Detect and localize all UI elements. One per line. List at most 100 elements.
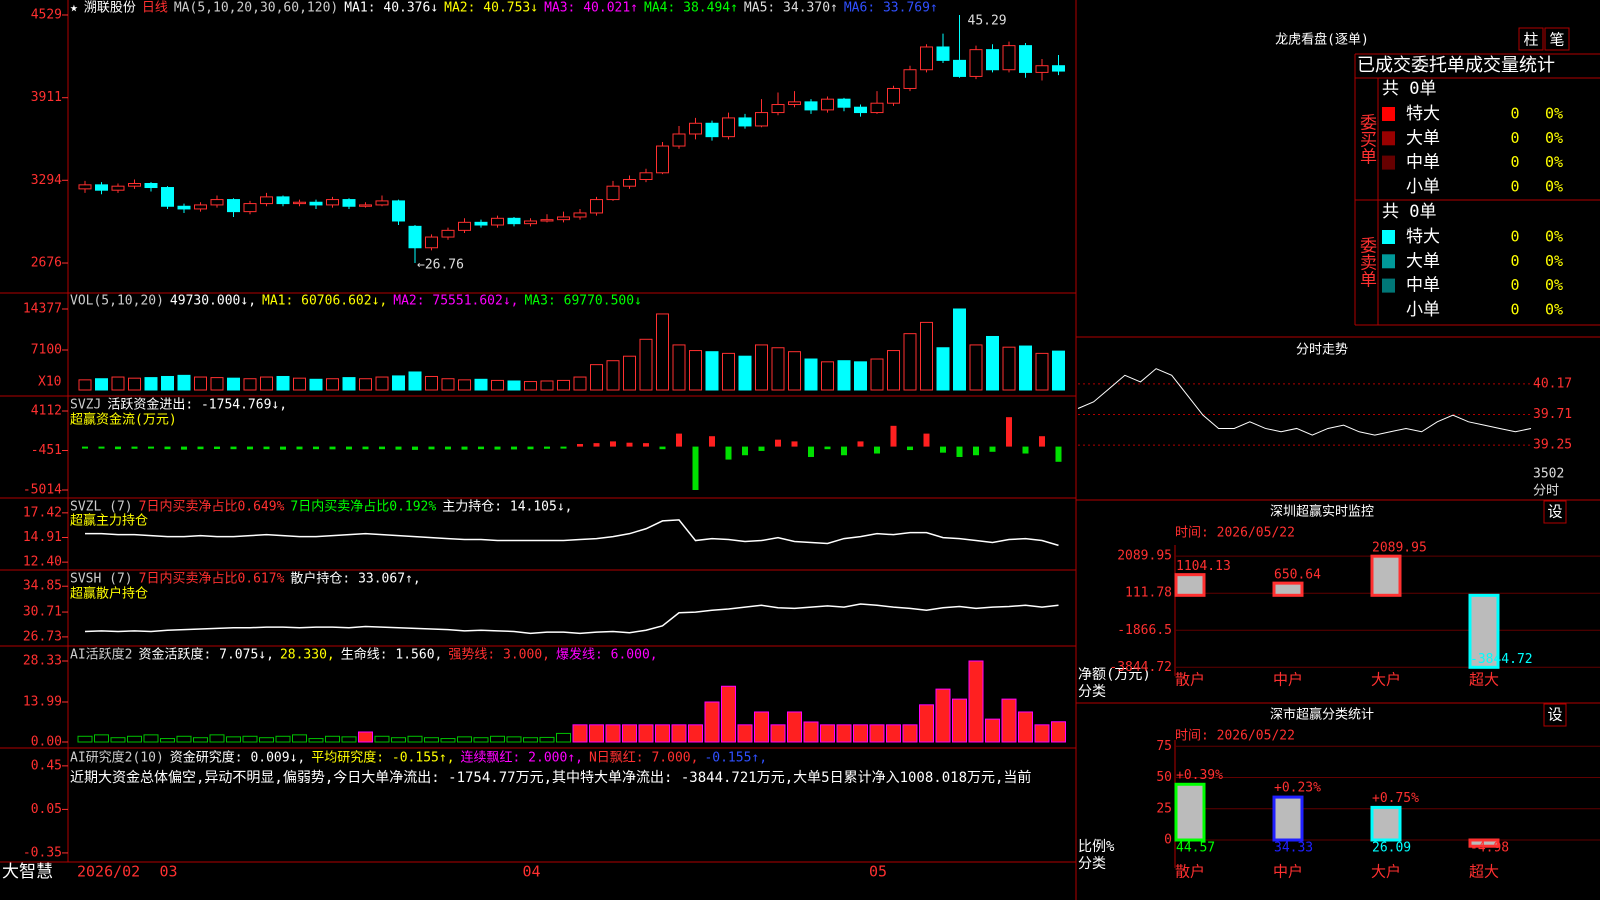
indicator-header: MA1: 60706.602↓, xyxy=(262,294,387,309)
volume-bar xyxy=(375,376,389,391)
y-tick-label: 39.25 xyxy=(1533,438,1572,453)
volume-label: 分时 xyxy=(1533,484,1559,499)
y-tick-label: 0 xyxy=(1164,833,1172,848)
date-label: 05 xyxy=(869,863,887,881)
candle-body xyxy=(260,196,273,205)
y-tick-label: 13.99 xyxy=(23,695,62,710)
panel-title: 深市超赢分类统计 xyxy=(1270,707,1374,723)
activity-bar xyxy=(836,724,852,743)
indicator-header: MA5: 34.370↑ xyxy=(744,1,838,16)
row-swatch xyxy=(1382,302,1395,317)
activity-bar xyxy=(1034,724,1050,743)
row-swatch xyxy=(1382,278,1395,293)
flow-bar xyxy=(428,446,435,450)
row-count: 0 xyxy=(1510,177,1519,195)
candle-body xyxy=(590,199,603,214)
row-swatch xyxy=(1382,230,1395,244)
candle-body xyxy=(870,102,884,114)
activity-bar xyxy=(407,735,423,743)
flow-bar xyxy=(742,446,748,456)
volume-bar xyxy=(474,378,488,391)
candle-body xyxy=(392,200,405,222)
activity-bar xyxy=(341,736,357,743)
panel-button[interactable] xyxy=(1543,500,1567,524)
panel-button[interactable] xyxy=(1544,27,1570,51)
volume-bar xyxy=(969,344,983,391)
row-swatch xyxy=(1382,155,1395,170)
flow-bar xyxy=(362,446,369,450)
volume-bar xyxy=(78,379,92,391)
flow-bar xyxy=(791,441,798,447)
activity-bar xyxy=(160,738,175,743)
date-label: 2026/02 xyxy=(77,863,140,881)
panel-button[interactable] xyxy=(1543,703,1567,727)
indicator-header: SVZL (7) xyxy=(70,500,133,515)
indicator-header: AI活跃度2 xyxy=(70,647,132,663)
indicator-header: 28.330, xyxy=(280,648,335,663)
axis-label: 分类 xyxy=(1078,684,1106,700)
row-name: 大单 xyxy=(1406,128,1440,148)
bar xyxy=(1174,573,1206,597)
activity-bar xyxy=(143,734,159,743)
candle-body xyxy=(969,49,983,77)
volume-bar xyxy=(788,351,801,391)
indicator-header: 生命线: 1.560, xyxy=(341,647,443,663)
volume-bar xyxy=(953,308,966,391)
button-label: 笔 xyxy=(1549,31,1564,49)
y-tick-label: -1866.5 xyxy=(1117,623,1172,638)
volume-bar xyxy=(887,350,900,391)
volume-bar xyxy=(128,377,141,391)
candle-body xyxy=(1019,45,1032,73)
y-tick-label: 3294 xyxy=(31,173,62,188)
candle-body xyxy=(375,200,389,206)
row-name: 特大 xyxy=(1406,104,1440,124)
volume-bar xyxy=(540,380,554,391)
y-tick-label: 14.91 xyxy=(23,530,62,545)
flow-bar xyxy=(445,446,451,450)
indicator-header: 49730.000↓, xyxy=(170,294,256,309)
activity-bar xyxy=(358,731,373,743)
flow-bar xyxy=(527,446,534,450)
activity-bar xyxy=(671,724,687,743)
y-tick-label: 25 xyxy=(1156,801,1172,816)
indicator-header: 日线 xyxy=(142,1,168,16)
indicator-header: VOL(5,10,20) xyxy=(70,294,164,309)
flow-bar xyxy=(461,446,468,450)
row-name: 中单 xyxy=(1406,153,1440,173)
panel-button[interactable] xyxy=(1518,27,1544,51)
volume-bar xyxy=(755,344,768,391)
volume-bar xyxy=(491,379,504,391)
flow-bar xyxy=(280,446,286,450)
activity-bar xyxy=(292,734,307,743)
flow-bar xyxy=(395,446,402,450)
candle-body xyxy=(854,106,867,114)
flow-bar xyxy=(511,446,517,450)
activity-bar xyxy=(523,737,538,743)
activity-bar xyxy=(985,718,1000,743)
row-pct: 0% xyxy=(1545,228,1563,246)
side-total: 共 0单 xyxy=(1382,79,1436,99)
volume-bar xyxy=(870,358,884,391)
activity-bar xyxy=(869,724,885,743)
flow-bar xyxy=(824,446,831,450)
change-label: +0.75% xyxy=(1372,791,1419,806)
category-label: 超大 xyxy=(1469,863,1499,881)
bar xyxy=(1174,782,1206,842)
indicator-header: ★ xyxy=(70,1,78,16)
candle-body xyxy=(689,122,702,135)
y-tick-label: 7100 xyxy=(31,343,62,358)
volume-bar xyxy=(441,378,455,391)
indicator-line xyxy=(85,519,1059,547)
flow-bar xyxy=(131,446,138,449)
y-tick-label: -0.35 xyxy=(23,845,62,860)
candle-body xyxy=(276,196,290,205)
side-label: 委卖单 xyxy=(1356,236,1377,287)
flow-bar xyxy=(940,446,946,453)
candle-body xyxy=(309,201,323,206)
candle-body xyxy=(326,199,339,206)
activity-bar xyxy=(605,724,621,743)
flow-bar xyxy=(890,425,897,447)
row-pct: 0% xyxy=(1545,129,1563,147)
candle-body xyxy=(78,184,92,190)
flow-bar xyxy=(758,446,765,451)
